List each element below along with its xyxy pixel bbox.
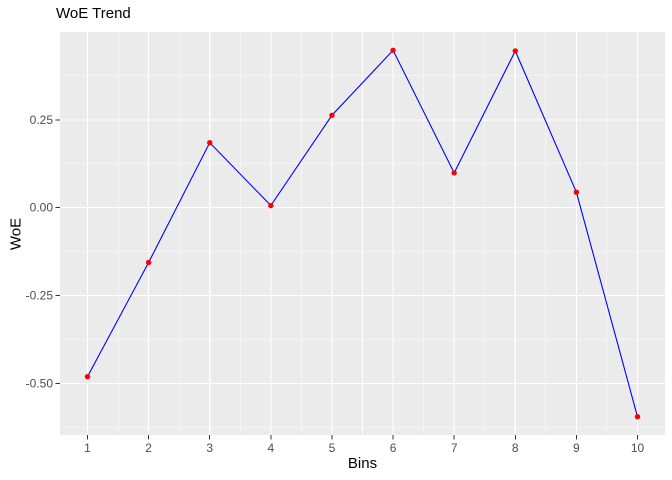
x-tick-label: 3 — [206, 441, 213, 455]
x-tick-label: 1 — [84, 441, 91, 455]
y-tick-label: -0.25 — [26, 289, 54, 303]
y-tick-label: -0.50 — [26, 376, 54, 390]
x-tick-label: 2 — [145, 441, 152, 455]
data-point — [329, 112, 335, 118]
data-point — [390, 47, 396, 53]
data-point — [634, 414, 641, 420]
data-point — [512, 48, 518, 54]
x-axis-title: Bins — [347, 455, 378, 472]
data-point — [451, 170, 457, 176]
x-tick-label: 6 — [390, 441, 397, 455]
y-tick-label: 0.00 — [30, 201, 54, 215]
data-point — [573, 189, 580, 195]
x-tick-label: 7 — [451, 441, 458, 455]
x-tick-label: 9 — [573, 441, 580, 455]
x-tick-label: 4 — [267, 441, 274, 455]
data-point — [145, 259, 152, 266]
chart-title: WoE Trend — [56, 5, 131, 22]
y-axis-title: WoE — [7, 217, 25, 251]
data-point — [207, 139, 213, 146]
x-tick-label: 5 — [329, 441, 336, 455]
data-point — [84, 373, 91, 380]
trend-line — [87, 49, 639, 417]
data-point — [268, 202, 274, 209]
x-tick-label: 8 — [512, 441, 519, 455]
y-tick-label: 0.25 — [30, 113, 54, 127]
x-tick-label: 10 — [631, 441, 645, 455]
